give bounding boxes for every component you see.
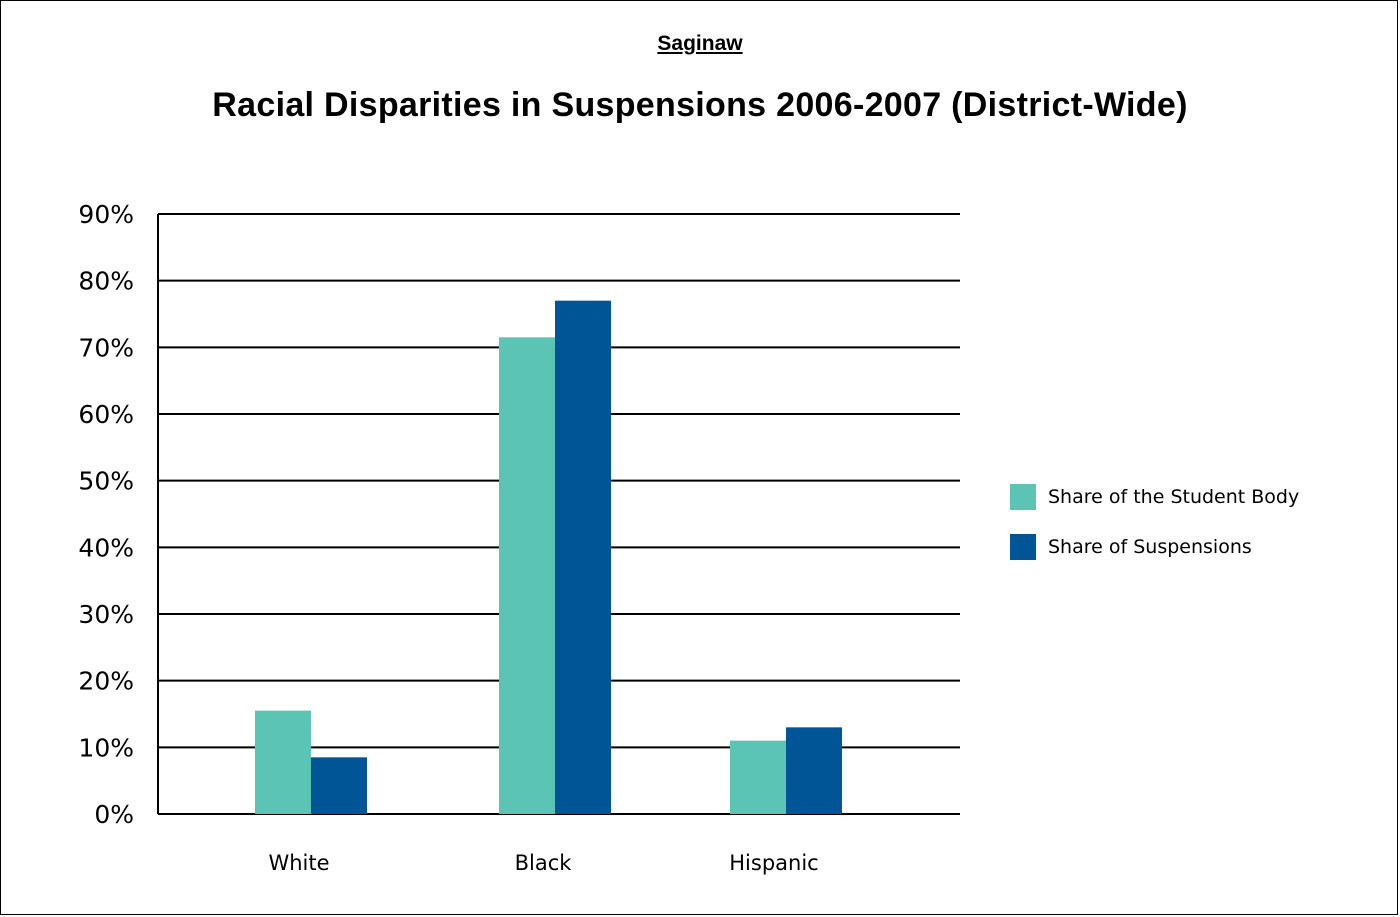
legend-item-suspensions: Share of Suspensions (1010, 533, 1299, 561)
y-axis-tick-labels: 0% 10% 20% 30% 40% 50% 60% 70% 80% 90% (78, 200, 134, 829)
y-tick-label: 20% (78, 667, 134, 696)
x-category-label: Black (515, 851, 573, 875)
legend-swatch-student-body (1010, 484, 1036, 510)
bar-black-suspensions (555, 300, 611, 815)
bar-black-student-body (499, 337, 555, 814)
x-axis-category-labels: White Black Hispanic (268, 851, 818, 875)
legend-item-student-body: Share of the Student Body (1010, 483, 1299, 511)
y-tick-label: 60% (78, 400, 134, 429)
x-category-label: Hispanic (729, 851, 818, 875)
legend-label-suspensions: Share of Suspensions (1048, 536, 1252, 558)
y-tick-label: 0% (94, 800, 134, 829)
y-tick-label: 10% (78, 733, 134, 762)
y-tick-label: 30% (78, 600, 134, 629)
chart-title: Racial Disparities in Suspensions 2006-2… (212, 86, 1188, 124)
y-tick-label: 80% (78, 267, 134, 296)
bar-white-student-body (255, 710, 311, 814)
x-category-label: White (268, 851, 329, 875)
y-tick-label: 40% (78, 533, 134, 562)
y-tick-label: 50% (78, 467, 134, 496)
y-tick-label: 90% (78, 200, 134, 229)
bar-white-suspensions (311, 757, 367, 814)
legend-swatch-suspensions (1010, 534, 1036, 560)
bars (255, 300, 842, 815)
y-tick-label: 70% (78, 333, 134, 362)
legend: Share of the Student Body Share of Suspe… (1010, 483, 1299, 583)
bar-hispanic-student-body (730, 740, 786, 814)
bar-hispanic-suspensions (786, 727, 842, 814)
chart-subtitle: Saginaw (657, 32, 743, 55)
legend-label-student-body: Share of the Student Body (1048, 486, 1300, 508)
